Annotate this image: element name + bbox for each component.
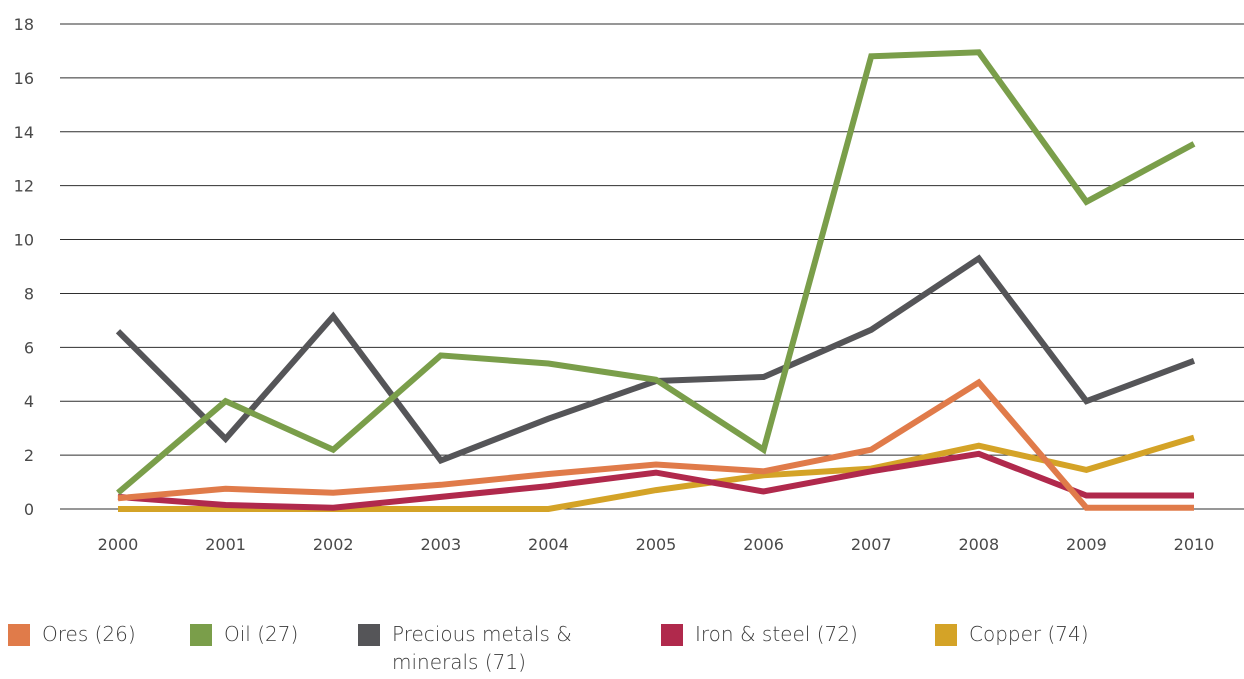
- x-tick-label: 2007: [851, 535, 892, 554]
- y-tick-label: 12: [14, 177, 34, 196]
- legend-item: Precious metals & minerals (71): [358, 620, 572, 676]
- x-tick-label: 2001: [205, 535, 246, 554]
- series-line-2: [115, 254, 1196, 465]
- legend-swatch: [190, 624, 212, 646]
- x-tick-label: 2002: [313, 535, 354, 554]
- y-tick-label: 8: [24, 284, 34, 303]
- legend: Ores (26) Oil (27) Precious metals & minera…: [0, 620, 1244, 679]
- y-axis-ticks: 0 2 4 6 8 10 12 14 16 18: [14, 15, 34, 519]
- y-tick-label: 6: [24, 338, 34, 357]
- legend-item: Iron & steel (72): [661, 620, 858, 648]
- legend-swatch: [8, 624, 30, 646]
- x-tick-label: 2005: [636, 535, 677, 554]
- legend-swatch: [358, 624, 380, 646]
- y-tick-label: 14: [14, 123, 34, 142]
- x-tick-label: 2000: [98, 535, 139, 554]
- y-tick-label: 16: [14, 69, 34, 88]
- series-line-1: [116, 49, 1196, 496]
- legend-item: Oil (27): [190, 620, 298, 648]
- y-tick-label: 10: [14, 231, 34, 250]
- legend-item: Copper (74): [935, 620, 1089, 648]
- line-chart: 0 2 4 6 8 10 12 14 16 18 2000 2001 2002 2003 2004 2005…: [14, 15, 1244, 554]
- x-tick-label: 2009: [1066, 535, 1107, 554]
- series-lines: [115, 49, 1196, 512]
- legend-item: Ores (26): [8, 620, 136, 648]
- x-tick-label: 2008: [958, 535, 999, 554]
- legend-label: Oil (27): [224, 622, 299, 646]
- legend-label: Precious metals & minerals (71): [392, 620, 572, 676]
- x-axis-ticks: 2000 2001 2002 2003 2004 2005 2006 2007 2008 2009…: [98, 535, 1215, 554]
- y-tick-label: 2: [24, 446, 34, 465]
- x-tick-label: 2003: [420, 535, 461, 554]
- series-line-0: [117, 378, 1194, 511]
- legend-swatch: [661, 624, 683, 646]
- legend-label-line: Precious metals &: [392, 622, 572, 646]
- y-tick-label: 0: [24, 500, 34, 519]
- gridlines: [60, 23, 1244, 510]
- legend-label: Iron & steel (72): [695, 622, 858, 646]
- x-tick-label: 2010: [1174, 535, 1215, 554]
- x-tick-label: 2004: [528, 535, 569, 554]
- legend-label: Copper (74): [969, 622, 1089, 646]
- legend-label-line: minerals (71): [392, 650, 526, 674]
- y-tick-label: 18: [14, 15, 34, 34]
- x-tick-label: 2006: [743, 535, 784, 554]
- series-line-3: [117, 450, 1194, 511]
- legend-swatch: [935, 624, 957, 646]
- y-tick-label: 4: [24, 392, 34, 411]
- legend-label: Ores (26): [42, 622, 136, 646]
